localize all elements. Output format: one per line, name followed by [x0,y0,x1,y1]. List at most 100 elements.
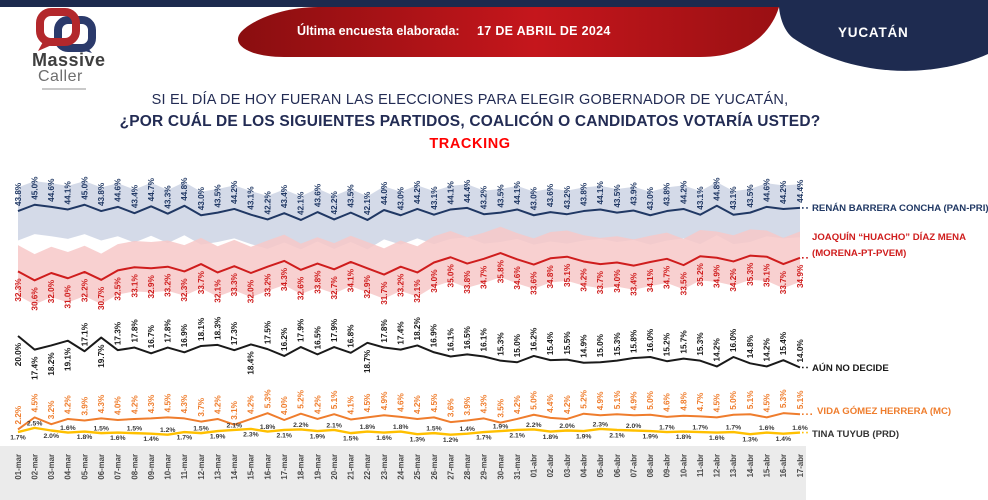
value-label: 32.2% [80,278,89,302]
x-axis-labels: 01-mar 02-mar 03-mar 04-mar 05-mar 06-mar 07-m… [14,454,805,480]
value-label: 4.3% [180,394,189,413]
value-label: 44.8% [180,177,189,201]
labels-morena: 32.3% 30.6% 32.0% 31.0% 32.2% 30.7% 32.5% 33.1%… [14,259,805,310]
value-label: 18.7% [363,349,372,373]
value-label: 1.5% [193,426,209,433]
date-label: 19-mar [313,454,322,480]
value-label: 42.1% [363,191,372,215]
value-label: 43.1% [729,186,738,210]
legend-prd: TINA TUYUB (PRD) [812,429,899,440]
value-label: 44.8% [713,177,722,201]
value-label: 42.2% [330,191,339,215]
value-label: 4.0% [280,396,289,415]
value-label: 44.1% [446,181,455,205]
tracking-chart: 43.8% 45.0% 44.6% 44.1% 45.0% 43.8% 44.6% 43.4%… [0,176,988,500]
value-label: 44.2% [413,180,422,204]
date-label: 26-mar [430,454,439,480]
value-label: 4.0% [114,396,123,415]
value-label: 32.1% [213,279,222,303]
value-label: 3.6% [446,398,455,417]
legend-mc: VIDA GÓMEZ HERRERA (MC) [817,405,951,417]
value-label: 17.8% [380,319,389,343]
value-label: 44.2% [230,180,239,204]
value-label: 16.1% [480,328,489,352]
value-label: 32.0% [247,279,256,303]
value-label: 2.1% [276,432,292,439]
date-label: 24-mar [396,454,405,480]
value-label: 43.6% [546,183,555,207]
date-label: 16-mar [263,454,272,480]
value-label: 35.3% [746,262,755,286]
value-label: 4.6% [663,392,672,411]
value-label: 1.9% [576,434,592,441]
value-label: 30.6% [30,287,39,311]
value-label: 15.3% [613,332,622,356]
value-label: 44.6% [763,178,772,202]
brand-name: Massive [32,50,106,70]
value-label: 3.9% [463,396,472,415]
value-label: 32.6% [297,276,306,300]
value-label: 16.5% [463,325,472,349]
date-label: 16-abr [779,454,788,477]
value-label: 1.9% [643,434,659,441]
value-label: 15.4% [779,331,788,355]
value-label: 33.2% [164,273,173,297]
value-label: 5.1% [746,390,755,409]
value-label: 1.8% [360,424,376,431]
value-label: 43.1% [430,186,439,210]
value-label: 14.9% [580,334,589,358]
value-label: 1.9% [493,424,509,431]
date-label: 15-mar [247,454,256,480]
massive-caller-logo: Massive Caller [28,8,178,92]
value-label: 43.8% [663,182,672,206]
brand-subname: Caller [38,68,83,85]
value-label: 18.3% [213,316,222,340]
value-label: 17.9% [297,318,306,342]
value-label: 2.1% [509,432,525,439]
value-label: 1.9% [210,434,226,441]
value-label: 2.2% [14,405,23,424]
value-label: 32.3% [14,278,23,302]
value-label: 16.8% [347,324,356,348]
value-label: 31.0% [64,285,73,309]
value-label: 35.8% [496,259,505,283]
value-label: 4.3% [97,394,106,413]
date-label: 11-abr [696,454,705,477]
value-label: 2.0% [559,423,575,430]
value-label: 14.0% [796,339,805,363]
value-label: 1.3% [742,437,758,444]
value-label: 1.5% [127,426,143,433]
value-label: 2.0% [626,423,642,430]
value-label: 5.0% [729,390,738,409]
value-label: 1.7% [10,435,26,442]
value-label: 43.5% [496,184,505,208]
value-label: 44.6% [114,178,123,202]
date-label: 08-mar [130,454,139,480]
value-label: 43.2% [563,185,572,209]
date-label: 09-abr [663,454,672,477]
value-label: 32.3% [180,278,189,302]
value-label: 4.5% [164,393,173,412]
value-label: 1.8% [260,424,276,431]
value-label: 15.3% [696,332,705,356]
value-label: 4.7% [696,392,705,411]
value-label: 16.9% [180,323,189,347]
value-label: 1.6% [110,435,126,442]
value-label: 5.0% [530,390,539,409]
value-label: 44.0% [380,181,389,205]
value-label: 4.5% [30,393,39,412]
value-label: 16.2% [530,327,539,351]
date-label: 22-mar [363,454,372,480]
value-label: 1.5% [343,436,359,443]
date-label: 28-mar [463,454,472,480]
value-label: 43.8% [14,182,23,206]
value-label: 43.6% [313,183,322,207]
value-label: 43.5% [347,184,356,208]
value-label: 33.4% [629,272,638,296]
header-background [0,0,988,71]
value-label: 4.6% [396,392,405,411]
value-label: 32.0% [47,279,56,303]
value-label: 33.3% [230,272,239,296]
value-label: 15.8% [629,329,638,353]
